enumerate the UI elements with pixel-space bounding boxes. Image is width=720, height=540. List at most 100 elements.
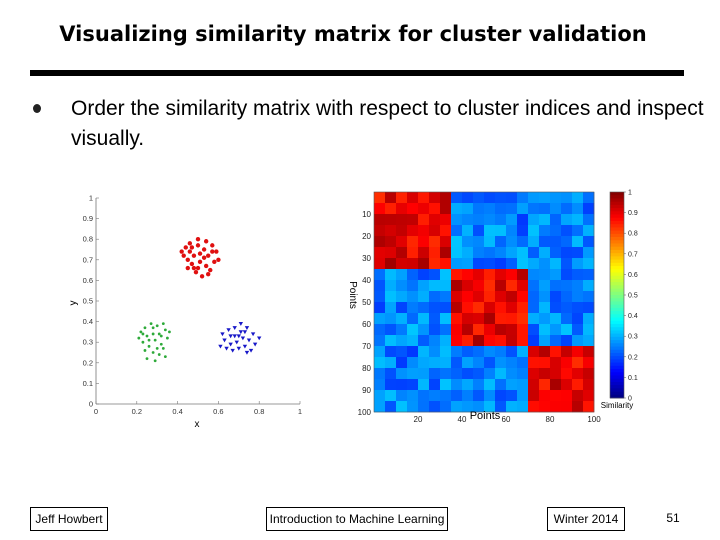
heatmap-cell: [440, 302, 452, 314]
heatmap-cell: [517, 236, 529, 248]
heatmap-cell: [418, 357, 430, 369]
colorbar-segment: [610, 269, 624, 273]
heatmap-cell: [462, 390, 474, 402]
scatter-point: [189, 261, 195, 267]
heatmap-cell: [462, 192, 474, 204]
heatmap-cell: [506, 280, 518, 292]
heatmap-cell: [528, 368, 540, 380]
heatmap-cell: [583, 313, 595, 325]
scatter-plot: 0 0.2 0.4 0.6 0.8 1 0 0.1 0.2 0.3 0.4 0.5 0.6 0.7 0.8 0…: [68, 194, 302, 431]
heatmap-cell: [550, 225, 562, 237]
heatmap-cell: [572, 346, 584, 358]
colorbar-segment: [610, 365, 624, 370]
colorbar-segment: [610, 208, 624, 212]
heatmap-cell: [440, 280, 452, 292]
scatter-point: [230, 348, 235, 353]
heatmap-cell: [506, 291, 518, 303]
heatmap-cell: [429, 280, 441, 292]
heatmap-cell: [572, 390, 584, 402]
scatter-point: [159, 342, 163, 346]
heatmap-cell: [517, 390, 529, 402]
heatmap-cell: [385, 280, 397, 292]
heatmap-cell: [495, 313, 507, 325]
heatmap-cell: [539, 313, 551, 325]
slide-title: Visualizing similarity matrix for cluste…: [59, 22, 647, 46]
footer-page-number: 51: [666, 511, 680, 525]
heatmap-y-tick-label: 40: [362, 276, 371, 285]
colorbar-segment: [610, 227, 624, 232]
scatter-point: [153, 359, 157, 363]
scatter-x-label: x: [195, 419, 200, 430]
scatter-point: [139, 330, 143, 334]
heatmap-cell: [539, 269, 551, 281]
heatmap-cell: [396, 313, 408, 325]
heatmap-x-tick-label: 60: [502, 415, 511, 424]
scatter-y-tick-label: 0: [89, 400, 93, 409]
heatmap-cell: [572, 258, 584, 270]
colorbar-tick-label: 0.8: [628, 231, 638, 238]
scatter-point: [201, 247, 207, 252]
heatmap-cell: [550, 203, 562, 215]
scatter-point: [143, 326, 147, 330]
heatmap-cell: [451, 335, 463, 347]
heatmap-cell: [473, 214, 485, 226]
heatmap-cell: [429, 357, 441, 369]
heatmap-cell: [484, 390, 496, 402]
colorbar-segment: [610, 369, 624, 373]
heatmap-cell: [495, 269, 507, 281]
heatmap-cell: [462, 214, 474, 226]
heatmap-cell: [429, 401, 441, 413]
scatter-point: [244, 350, 250, 355]
colorbar: 0 0.1 0.2 0.3 0.4 0.5 0.6 0.7 0.8 0.9 1: [609, 190, 638, 403]
heatmap-x-tick-label: 20: [414, 415, 423, 424]
colorbar-tick-label: 0.1: [628, 375, 638, 382]
heatmap-cell: [407, 258, 419, 270]
scatter-point: [181, 253, 186, 258]
heatmap-cell: [396, 280, 408, 292]
heatmap-cell: [374, 390, 386, 402]
heatmap-cell: [385, 291, 397, 303]
heatmap-cell: [473, 379, 485, 391]
heatmap-cell: [561, 269, 573, 281]
heatmap-cell: [495, 214, 507, 226]
heatmap-cell: [385, 247, 397, 259]
heatmap-cell: [528, 280, 540, 292]
heatmap-cell: [374, 225, 386, 237]
heatmap-cell: [429, 390, 441, 402]
heatmap-cell: [374, 335, 386, 347]
colorbar-segment: [610, 385, 624, 389]
heatmap-cell: [385, 401, 397, 413]
title-divider: [30, 70, 684, 76]
scatter-point: [201, 255, 207, 260]
scatter-y-label: y: [68, 301, 79, 306]
heatmap-cell: [528, 214, 540, 226]
heatmap-cell: [539, 291, 551, 303]
heatmap-frame: [373, 191, 595, 413]
heatmap-cell: [495, 390, 507, 402]
scatter-point: [151, 332, 155, 336]
heatmap-cell: [572, 335, 584, 347]
colorbar-segment: [610, 307, 624, 312]
colorbar-segment: [610, 230, 624, 235]
heatmap-cell: [561, 401, 573, 413]
heatmap-cell: [495, 203, 507, 215]
heatmap-cell: [407, 302, 419, 314]
heatmap-cell: [473, 280, 485, 292]
heatmap-cell: [451, 401, 463, 413]
heatmap-cell: [440, 390, 452, 402]
heatmap-cell: [429, 214, 441, 226]
heatmap-cell: [583, 368, 595, 380]
scatter-point: [183, 245, 188, 250]
scatter-point: [195, 237, 201, 242]
heatmap-cell: [462, 335, 474, 347]
heatmap-cell: [583, 302, 595, 314]
colorbar-segment: [610, 198, 624, 203]
heatmap-cell: [561, 324, 573, 336]
heatmap-cell: [528, 203, 540, 215]
heatmap-cell: [396, 236, 408, 248]
heatmap-cell: [440, 247, 452, 259]
heatmap-cell: [374, 357, 386, 369]
scatter-point: [151, 351, 155, 354]
colorbar-segment: [610, 356, 624, 360]
colorbar-segment: [610, 266, 624, 270]
